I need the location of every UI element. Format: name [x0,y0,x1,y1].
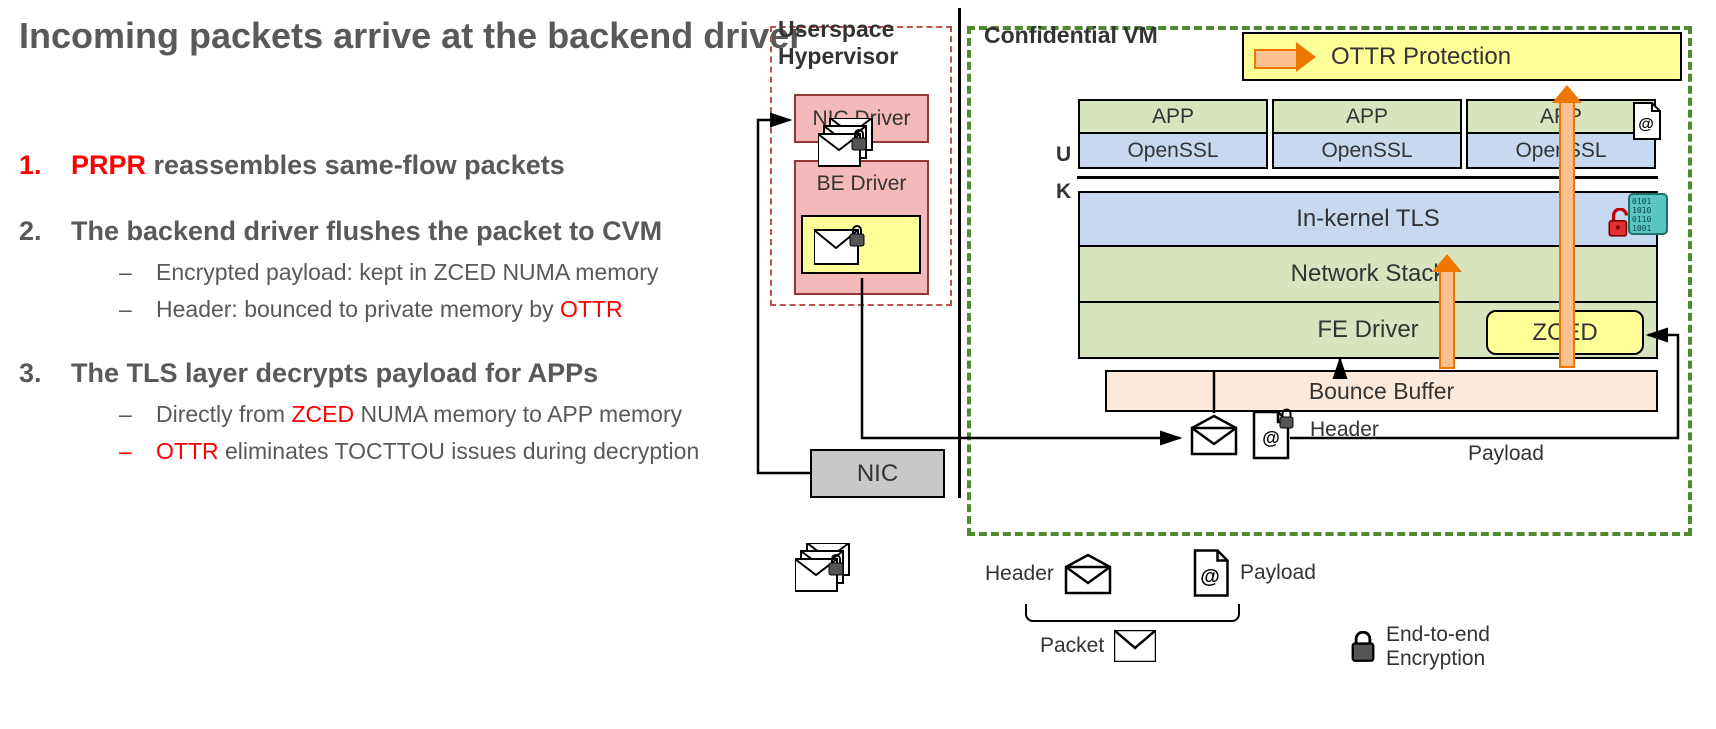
list-item-text: The backend driver flushes the packet to… [71,216,662,247]
legend-header: Header [985,553,1112,595]
list-item-header: 2. The backend driver flushes the packet … [19,216,759,247]
legend-lock-icon [1350,631,1376,663]
legend-envelope-icon [1114,630,1156,662]
packet-bracket [1025,604,1240,622]
sub-dash: – [119,401,134,428]
sub-text: OTTR eliminates TOCTTOU issues during de… [156,438,699,465]
outline-list: 1. PRPR reassembles same-flow packets 2. Th… [19,150,759,500]
sub-text: Directly from ZCED NUMA memory to APP me… [156,401,682,428]
legend-e2e-1: End-to-end [1386,623,1490,647]
svg-text:@: @ [1200,566,1220,588]
legend-open-envelope-icon [1064,553,1112,595]
list-item: 1. PRPR reassembles same-flow packets [19,150,759,181]
sub-dash: – [119,438,134,465]
list-item-header: 1. PRPR reassembles same-flow packets [19,150,759,181]
legend-e2e-label: End-to-end Encryption [1386,623,1490,671]
legend-payload-label: Payload [1240,561,1316,585]
architecture-diagram: Userspace Hypervisor NIC Driver BE Drive… [770,8,1700,718]
list-sub-item: –Directly from ZCED NUMA memory to APP m… [119,401,759,428]
list-item-number: 3. [19,358,49,389]
legend-payload: @ Payload [1190,548,1316,598]
sub-dash: – [119,259,134,286]
legend-e2e: End-to-end Encryption [1350,623,1490,671]
legend-packet: Packet [1040,630,1156,662]
list-sub-item: –Header: bounced to private memory by OT… [119,296,759,323]
list-item-number: 1. [19,150,49,181]
list-item-text: PRPR reassembles same-flow packets [71,150,565,181]
legend-e2e-2: Encryption [1386,647,1490,671]
legend-envelope-stack-icon [795,543,855,606]
sub-dash: – [119,296,134,323]
sub-text: Header: bounced to private memory by OTT… [156,296,623,323]
list-sub-item: –Encrypted payload: kept in ZCED NUMA me… [119,259,759,286]
list-item-header: 3. The TLS layer decrypts payload for APP… [19,358,759,389]
slide-title: Incoming packets arrive at the backend d… [19,15,803,57]
list-item-number: 2. [19,216,49,247]
legend-page-icon: @ [1190,548,1230,598]
list-item: 3. The TLS layer decrypts payload for APP… [19,358,759,465]
list-sub-item: –OTTR eliminates TOCTTOU issues during d… [119,438,759,465]
list-item: 2. The backend driver flushes the packet … [19,216,759,323]
legend-header-label: Header [985,562,1054,586]
connector-lines [770,8,1700,568]
list-item-text: The TLS layer decrypts payload for APPs [71,358,598,389]
sub-text: Encrypted payload: kept in ZCED NUMA mem… [156,259,658,286]
legend-packet-label: Packet [1040,634,1104,658]
